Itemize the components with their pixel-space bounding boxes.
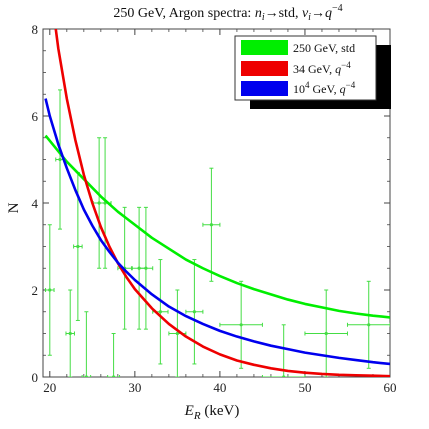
data-marker [76, 244, 80, 249]
data-marker [239, 323, 243, 327]
chart-title: 250 GeV, Argon spectra: ni→std, νi→q−4 [113, 3, 342, 23]
title-n-subscript: i [262, 12, 265, 23]
curve-1e4gev-q4 [44, 98, 390, 366]
data-marker [58, 157, 62, 162]
y-axis-label: N [6, 202, 22, 213]
data-marker [158, 310, 162, 314]
data-marker [48, 288, 52, 292]
x-label-unit: (keV) [201, 403, 240, 419]
y-tick-label: 4 [32, 196, 39, 211]
y-tick-label: 6 [32, 109, 39, 124]
curve-250gev-std [44, 134, 390, 319]
x-tick-label: 20 [43, 380, 56, 395]
y-tick-label: 0 [32, 370, 39, 385]
title-q-exponent: −4 [332, 3, 343, 14]
data-marker [111, 375, 116, 377]
x-tick-label: 40 [213, 380, 226, 395]
data-marker [175, 331, 179, 336]
data-point [304, 289, 348, 377]
data-point [107, 333, 121, 377]
x-tick-label: 60 [384, 380, 397, 395]
curve-34gev-q4 [54, 29, 390, 377]
data-marker [68, 331, 72, 336]
title-prefix: 250 GeV, Argon spectra: [113, 6, 254, 21]
data-point [138, 206, 154, 330]
y-tick-label: 8 [32, 22, 39, 37]
data-point [202, 167, 221, 282]
data-point [152, 259, 169, 365]
axis-tick-labels: 20 30 40 50 60 0 2 4 6 8 [32, 22, 397, 395]
data-point [346, 280, 390, 369]
legend-swatch-1e4gev [241, 81, 288, 96]
legend-swatch-std [241, 40, 288, 55]
title-v-symbol: ν [302, 6, 309, 21]
data-point [185, 259, 204, 365]
data-marker [209, 223, 213, 227]
title-arrow-q: → [311, 6, 325, 21]
y-tick-label: 2 [32, 283, 39, 298]
data-point [65, 289, 75, 377]
legend-label-34gev: 34 GeV, q−4 [293, 60, 351, 76]
title-arrow-std: →std, [265, 6, 302, 21]
legend-swatch-34gev [241, 61, 288, 76]
x-label-symbol: E [184, 403, 194, 419]
x-label-subscript: R [193, 410, 201, 422]
data-point [81, 311, 92, 377]
data-point [261, 324, 306, 377]
model-curves [44, 29, 390, 377]
legend-label-1e4gev: 104 GeV, q−4 [293, 80, 356, 96]
data-marker [324, 331, 328, 336]
x-tick-label: 30 [128, 380, 141, 395]
data-marker [192, 310, 196, 314]
data-point [45, 224, 55, 356]
data-marker [144, 266, 148, 270]
title-n-symbol: n [255, 6, 262, 21]
data-point [219, 280, 263, 369]
legend-label-std: 250 GeV, std [293, 41, 355, 55]
title-q-symbol: q [325, 6, 332, 21]
data-marker [367, 323, 371, 327]
x-tick-label: 50 [298, 380, 311, 395]
x-axis-label: ER (keV) [184, 403, 240, 422]
legend: 250 GeV, std 34 GeV, q−4 104 GeV, q−4 [234, 35, 391, 109]
data-error-bars [45, 89, 390, 377]
data-marker [84, 375, 88, 377]
title-v-subscript: i [308, 12, 311, 23]
data-marker [282, 375, 286, 377]
